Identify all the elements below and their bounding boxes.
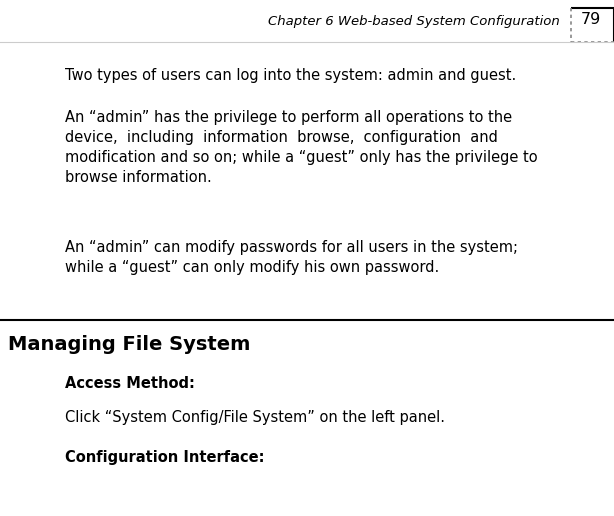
Text: Chapter 6 Web-based System Configuration: Chapter 6 Web-based System Configuration <box>268 15 560 28</box>
Text: Configuration Interface:: Configuration Interface: <box>65 450 265 465</box>
Text: Two types of users can log into the system: admin and guest.: Two types of users can log into the syst… <box>65 68 516 83</box>
Text: An “admin” has the privilege to perform all operations to the: An “admin” has the privilege to perform … <box>65 110 512 125</box>
Text: Click “System Config/File System” on the left panel.: Click “System Config/File System” on the… <box>65 410 445 425</box>
Text: modification and so on; while a “guest” only has the privilege to: modification and so on; while a “guest” … <box>65 150 538 165</box>
Text: device,  including  information  browse,  configuration  and: device, including information browse, co… <box>65 130 498 145</box>
Text: while a “guest” can only modify his own password.: while a “guest” can only modify his own … <box>65 260 439 275</box>
Text: browse information.: browse information. <box>65 170 212 185</box>
Text: Managing File System: Managing File System <box>8 335 251 354</box>
Text: An “admin” can modify passwords for all users in the system;: An “admin” can modify passwords for all … <box>65 240 518 255</box>
Text: Access Method:: Access Method: <box>65 376 195 391</box>
Text: 79: 79 <box>581 12 601 27</box>
